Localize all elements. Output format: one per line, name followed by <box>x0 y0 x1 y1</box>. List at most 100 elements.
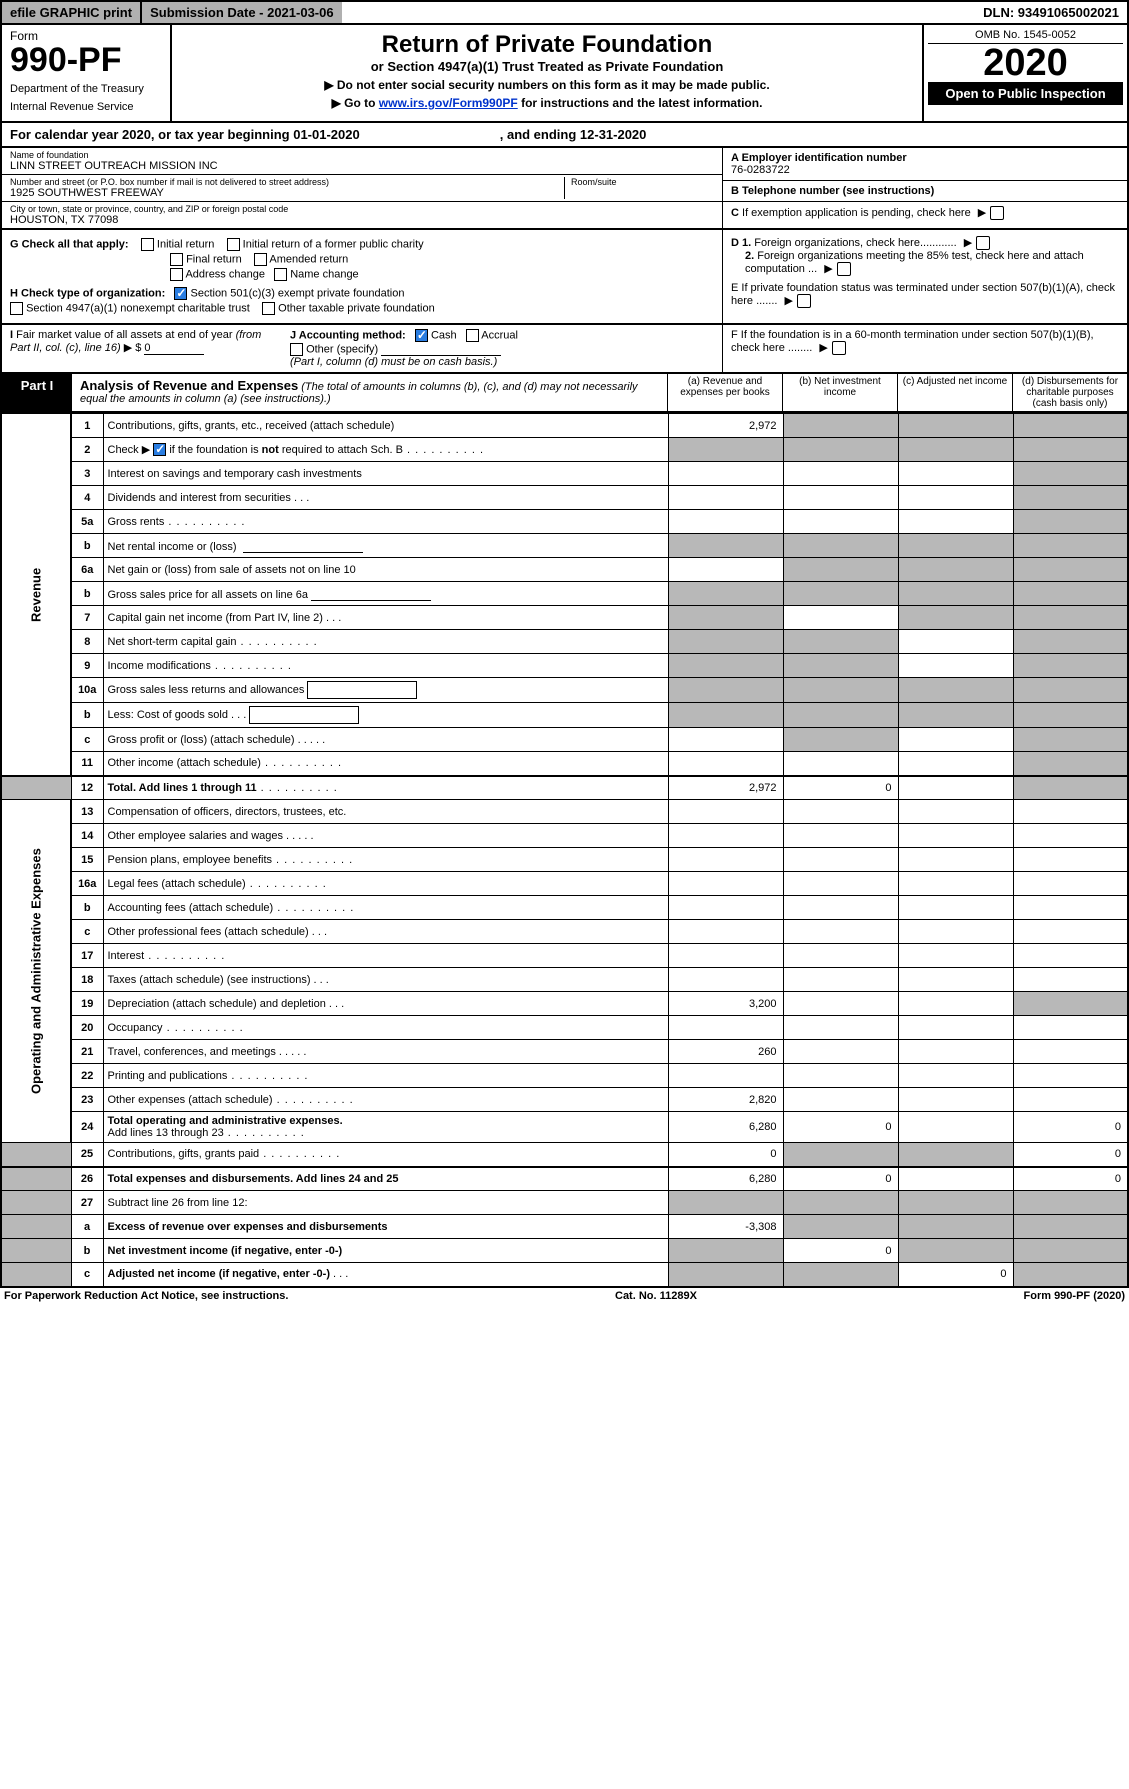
g-final-return-cb[interactable] <box>170 253 183 266</box>
f-cell: F If the foundation is in a 60-month ter… <box>722 325 1127 372</box>
col-d-hdr: (d) Disbursements for charitable purpose… <box>1012 374 1127 411</box>
table-row: 17Interest <box>1 944 1128 968</box>
table-row: 15Pension plans, employee benefits <box>1 848 1128 872</box>
calyear-text: For calendar year 2020, or tax year begi… <box>10 127 360 142</box>
table-row: 22Printing and publications <box>1 1064 1128 1088</box>
form-subtitle: or Section 4947(a)(1) Trust Treated as P… <box>182 59 912 74</box>
calendar-year-row: For calendar year 2020, or tax year begi… <box>0 123 1129 148</box>
dln-label: DLN: 93491065002021 <box>975 2 1127 23</box>
expenses-sidetab: Operating and Administrative Expenses <box>1 800 71 1143</box>
cogs-box[interactable] <box>249 706 359 724</box>
table-row: cAdjusted net income (if negative, enter… <box>1 1263 1128 1287</box>
table-row: 3Interest on savings and temporary cash … <box>1 462 1128 486</box>
gh-right: D 1. Foreign organizations, check here..… <box>722 230 1127 323</box>
telephone-label: B Telephone number (see instructions) <box>731 185 934 197</box>
h-other-taxable-cb[interactable] <box>262 302 275 315</box>
h-4947-cb[interactable] <box>10 302 23 315</box>
j-accrual-cb[interactable] <box>466 329 479 342</box>
footer-catno: Cat. No. 11289X <box>615 1290 697 1302</box>
revenue-sidetab: Revenue <box>1 414 71 776</box>
table-row: bLess: Cost of goods sold <box>1 703 1128 728</box>
form-title: Return of Private Foundation <box>182 31 912 59</box>
fmv-value: 0 <box>144 342 204 355</box>
g-address-change-cb[interactable] <box>170 268 183 281</box>
room-suite-label: Room/suite <box>564 177 714 199</box>
addr-label: Number and street (or P.O. box number if… <box>10 177 564 187</box>
table-row: 5aGross rents <box>1 510 1128 534</box>
table-row: 18Taxes (attach schedule) (see instructi… <box>1 968 1128 992</box>
table-row: 27Subtract line 26 from line 12: <box>1 1191 1128 1215</box>
part1-table: Revenue 1 Contributions, gifts, grants, … <box>0 413 1129 1288</box>
j-cash-cb[interactable] <box>415 329 428 342</box>
irs-label: Internal Revenue Service <box>10 101 162 113</box>
e-checkbox[interactable] <box>797 294 811 308</box>
gross-sales-input[interactable] <box>311 587 431 601</box>
tax-year: 2020 <box>928 44 1123 82</box>
j-other-input[interactable] <box>381 342 501 356</box>
ij-block: I Fair market value of all assets at end… <box>0 325 1129 374</box>
g-initial-former-cb[interactable] <box>227 238 240 251</box>
table-row: 4Dividends and interest from securities <box>1 486 1128 510</box>
header-mid: Return of Private Foundation or Section … <box>172 25 922 121</box>
table-row: Revenue 1 Contributions, gifts, grants, … <box>1 414 1128 438</box>
table-row: 21Travel, conferences, and meetings260 <box>1 1040 1128 1064</box>
instr-goto: ▶ Go to www.irs.gov/Form990PF for instru… <box>182 96 912 110</box>
j-other-cb[interactable] <box>290 343 303 356</box>
table-row: cGross profit or (loss) (attach schedule… <box>1 728 1128 752</box>
table-row: 2 Check ▶ if the foundation is not requi… <box>1 438 1128 462</box>
f-text: F If the foundation is in a 60-month ter… <box>731 329 1094 354</box>
open-public: Open to Public Inspection <box>928 82 1123 105</box>
top-bar: efile GRAPHIC print Submission Date - 20… <box>0 0 1129 25</box>
table-row: 16aLegal fees (attach schedule) <box>1 872 1128 896</box>
g-name-change-cb[interactable] <box>274 268 287 281</box>
col-b-hdr: (b) Net investment income <box>782 374 897 411</box>
net-rental-input[interactable] <box>243 539 363 553</box>
table-row: 11Other income (attach schedule) <box>1 752 1128 776</box>
h-501c3-cb[interactable] <box>174 287 187 300</box>
part1-desc: Analysis of Revenue and Expenses (The to… <box>72 374 667 411</box>
table-row: 12Total. Add lines 1 through 112,9720 <box>1 776 1128 800</box>
c-checkbox[interactable] <box>990 206 1004 220</box>
j-note: (Part I, column (d) must be on cash basi… <box>290 356 497 368</box>
foundation-name: LINN STREET OUTREACH MISSION INC <box>10 160 714 172</box>
part1-header: Part I Analysis of Revenue and Expenses … <box>0 374 1129 413</box>
table-row: 14Other employee salaries and wages <box>1 824 1128 848</box>
table-row: cOther professional fees (attach schedul… <box>1 920 1128 944</box>
form-header: Form 990-PF Department of the Treasury I… <box>0 25 1129 123</box>
col-a-hdr: (a) Revenue and expenses per books <box>667 374 782 411</box>
table-row: bGross sales price for all assets on lin… <box>1 582 1128 606</box>
dept-treasury: Department of the Treasury <box>10 83 162 95</box>
i-cell: I Fair market value of all assets at end… <box>2 325 282 372</box>
d2-text: Foreign organizations meeting the 85% te… <box>745 250 1084 275</box>
table-row: bAccounting fees (attach schedule) <box>1 896 1128 920</box>
identity-block: Name of foundation LINN STREET OUTREACH … <box>0 148 1129 230</box>
ein-label: A Employer identification number <box>731 152 907 164</box>
page-footer: For Paperwork Reduction Act Notice, see … <box>0 1288 1129 1304</box>
id-right: A Employer identification number 76-0283… <box>722 148 1127 228</box>
gross-sales-box[interactable] <box>307 681 417 699</box>
name-label: Name of foundation <box>10 150 714 160</box>
g-amended-cb[interactable] <box>254 253 267 266</box>
city-label: City or town, state or province, country… <box>10 204 714 214</box>
col-c-hdr: (c) Adjusted net income <box>897 374 1012 411</box>
c-pending: If exemption application is pending, che… <box>742 207 971 219</box>
irs-link[interactable]: www.irs.gov/Form990PF <box>379 96 518 110</box>
table-row: aExcess of revenue over expenses and dis… <box>1 1215 1128 1239</box>
d1-text: Foreign organizations, check here.......… <box>754 237 956 249</box>
table-row: 10aGross sales less returns and allowanc… <box>1 678 1128 703</box>
part1-tab: Part I <box>2 374 72 411</box>
schedule-b-cb[interactable] <box>153 443 166 456</box>
f-checkbox[interactable] <box>832 341 846 355</box>
table-row: 9Income modifications <box>1 654 1128 678</box>
footer-right: Form 990-PF (2020) <box>1024 1290 1126 1302</box>
g-initial-return-cb[interactable] <box>141 238 154 251</box>
d2-checkbox[interactable] <box>837 262 851 276</box>
table-row: 19Depreciation (attach schedule) and dep… <box>1 992 1128 1016</box>
d1-checkbox[interactable] <box>976 236 990 250</box>
table-row: 25Contributions, gifts, grants paid00 <box>1 1143 1128 1167</box>
gh-block: G Check all that apply: Initial return I… <box>0 230 1129 325</box>
submission-date: Submission Date - 2021-03-06 <box>140 2 342 23</box>
footer-left: For Paperwork Reduction Act Notice, see … <box>4 1290 288 1302</box>
table-row: 23Other expenses (attach schedule)2,820 <box>1 1088 1128 1112</box>
form-number: 990-PF <box>10 43 162 77</box>
